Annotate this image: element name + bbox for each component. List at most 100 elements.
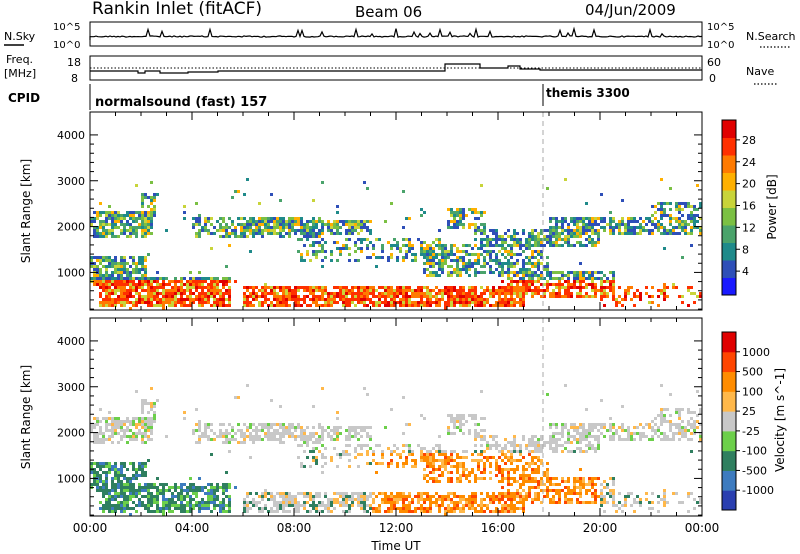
velocity-cell bbox=[486, 507, 489, 510]
velocity-cell bbox=[105, 465, 108, 468]
velocity-cell bbox=[426, 450, 429, 453]
velocity-cell bbox=[405, 444, 408, 447]
power-cell bbox=[459, 259, 462, 262]
power-cell bbox=[594, 229, 597, 232]
power-cell bbox=[195, 286, 198, 289]
velocity-cell bbox=[273, 432, 276, 435]
power-cell bbox=[312, 301, 315, 304]
power-cell bbox=[216, 292, 219, 295]
velocity-cell bbox=[372, 507, 375, 510]
power-cell bbox=[186, 280, 189, 283]
power-cell bbox=[321, 295, 324, 298]
velocity-cell bbox=[285, 510, 288, 513]
velocity-cell bbox=[513, 504, 516, 507]
power-cell bbox=[219, 301, 222, 304]
velocity-cell bbox=[480, 444, 483, 447]
power-cell bbox=[684, 205, 687, 208]
velocity-cell bbox=[159, 510, 162, 513]
power-cell bbox=[471, 223, 474, 226]
y-tick-label: 4000 bbox=[57, 129, 85, 142]
velocity-cell bbox=[681, 408, 684, 411]
power-cell bbox=[528, 235, 531, 238]
power-cell bbox=[318, 232, 321, 235]
power-cell bbox=[111, 211, 114, 214]
velocity-cell bbox=[543, 441, 546, 444]
velocity-cell bbox=[153, 402, 156, 405]
velocity-cell bbox=[528, 480, 531, 483]
velocity-cell bbox=[531, 468, 534, 471]
power-cell bbox=[663, 289, 666, 292]
velocity-cell bbox=[264, 507, 267, 510]
velocity-cell bbox=[369, 495, 372, 498]
power-cell bbox=[582, 226, 585, 229]
power-cell bbox=[141, 214, 144, 217]
velocity-cell bbox=[507, 510, 510, 513]
velocity-cell bbox=[252, 429, 255, 432]
power-cell bbox=[534, 265, 537, 268]
velocity-cell bbox=[591, 492, 594, 495]
velocity-cell bbox=[417, 498, 420, 501]
velocity-cell bbox=[621, 504, 624, 507]
power-cell bbox=[132, 268, 135, 271]
velocity-cell bbox=[222, 489, 225, 492]
velocity-cell bbox=[354, 498, 357, 501]
velocity-cell bbox=[123, 462, 126, 465]
power-cell bbox=[291, 298, 294, 301]
power-cell bbox=[192, 292, 195, 295]
power-cell bbox=[399, 304, 402, 307]
power-cell bbox=[501, 271, 504, 274]
power-cell bbox=[540, 271, 543, 274]
velocity-cell bbox=[681, 420, 684, 423]
power-cell bbox=[450, 274, 453, 277]
power-cell bbox=[243, 193, 246, 196]
velocity-cell bbox=[330, 498, 333, 501]
velocity-cell bbox=[279, 405, 282, 408]
power-cell bbox=[582, 232, 585, 235]
power-cell bbox=[228, 280, 231, 283]
power-cell bbox=[141, 262, 144, 265]
power-cell bbox=[144, 283, 147, 286]
velocity-cell bbox=[102, 438, 105, 441]
power-cell bbox=[288, 223, 291, 226]
power-cell bbox=[684, 232, 687, 235]
power-cell bbox=[516, 274, 519, 277]
velocity-cell bbox=[126, 426, 129, 429]
velocity-cell bbox=[525, 477, 528, 480]
power-cell bbox=[567, 241, 570, 244]
power-cell bbox=[546, 229, 549, 232]
velocity-cell bbox=[462, 471, 465, 474]
power-cell bbox=[498, 265, 501, 268]
velocity-cell bbox=[102, 495, 105, 498]
power-cell bbox=[408, 250, 411, 253]
velocity-cell bbox=[243, 501, 246, 504]
velocity-cell bbox=[540, 462, 543, 465]
velocity-cell bbox=[546, 441, 549, 444]
velocity-cell bbox=[102, 486, 105, 489]
power-cell bbox=[666, 232, 669, 235]
power-cell bbox=[213, 286, 216, 289]
velocity-cell bbox=[153, 498, 156, 501]
velocity-cell bbox=[183, 417, 186, 420]
power-cell bbox=[180, 283, 183, 286]
power-cell bbox=[336, 211, 339, 214]
power-cell bbox=[285, 298, 288, 301]
power-cell bbox=[435, 301, 438, 304]
power-cell bbox=[483, 292, 486, 295]
power-cell bbox=[144, 193, 147, 196]
power-cell bbox=[447, 286, 450, 289]
velocity-cell bbox=[141, 426, 144, 429]
power-cell bbox=[438, 259, 441, 262]
velocity-cell bbox=[612, 501, 615, 504]
velocity-cell bbox=[591, 423, 594, 426]
velocity-cell bbox=[612, 495, 615, 498]
velocity-cell bbox=[258, 423, 261, 426]
power-cell bbox=[579, 217, 582, 220]
power-cell bbox=[114, 211, 117, 214]
velocity-cell bbox=[357, 444, 360, 447]
velocity-cell bbox=[423, 501, 426, 504]
velocity-cell bbox=[207, 426, 210, 429]
velocity-cell bbox=[612, 504, 615, 507]
velocity-cell bbox=[699, 435, 702, 438]
velocity-cell bbox=[615, 432, 618, 435]
